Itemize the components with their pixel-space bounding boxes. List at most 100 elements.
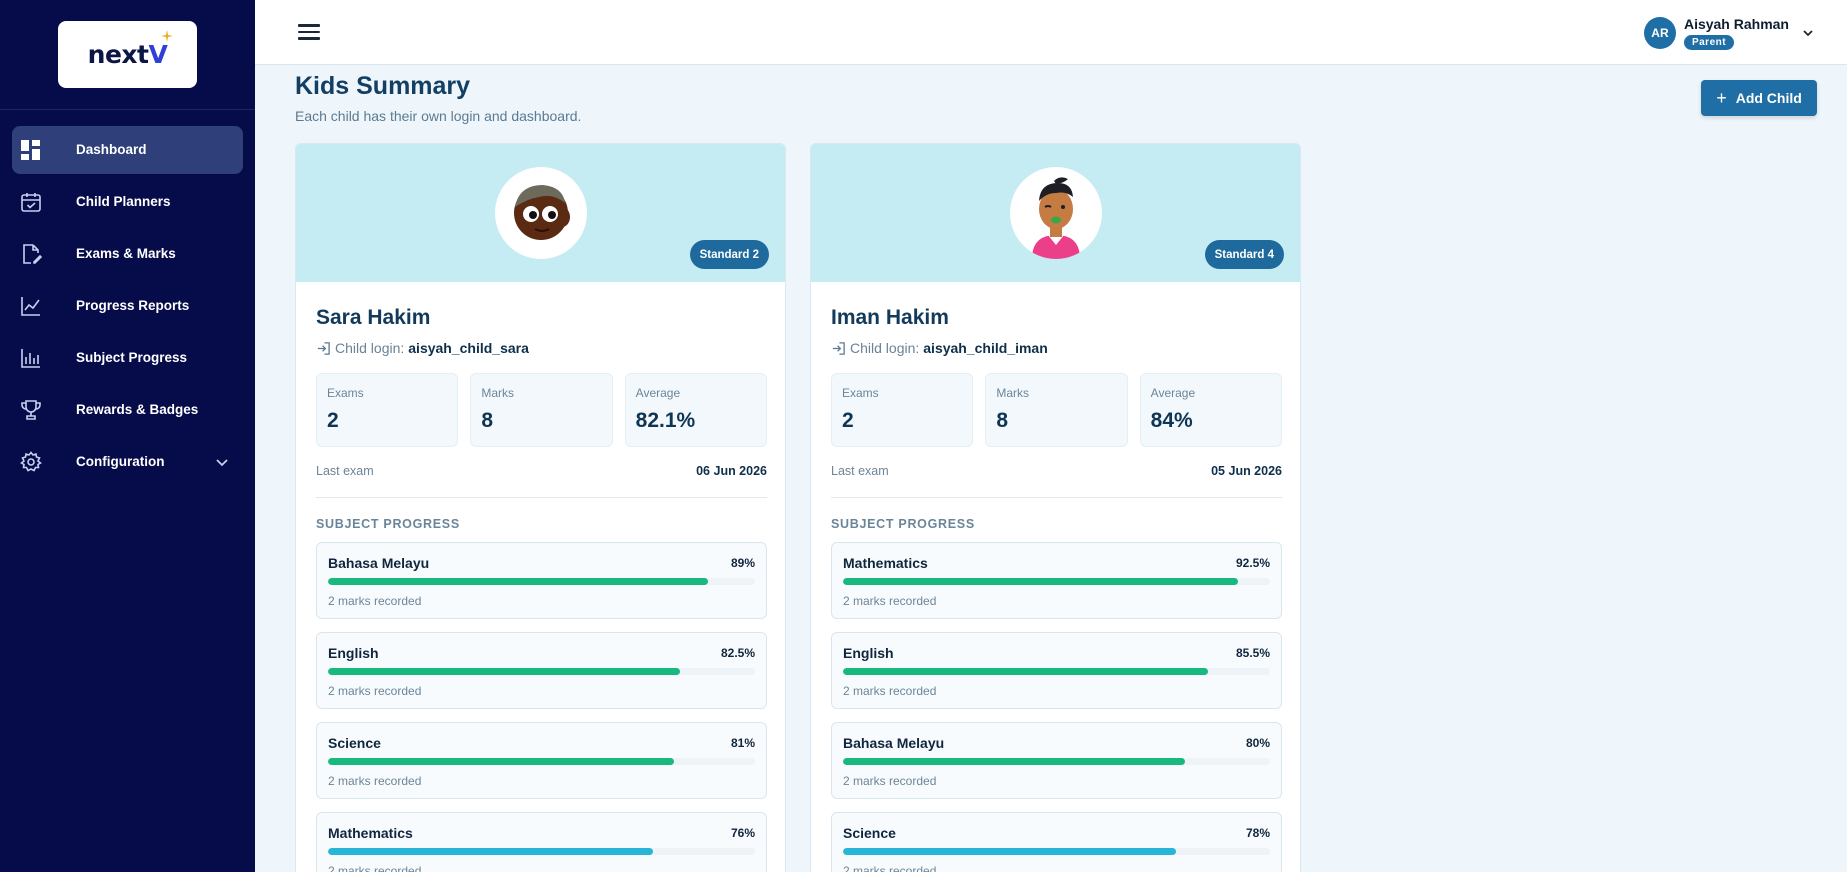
subject-progress-item: Science 78% 2 marks recorded: [831, 812, 1282, 872]
stat-label: Marks: [481, 386, 514, 400]
sidebar-item-label: Progress Reports: [76, 298, 190, 313]
subject-percent: 76%: [730, 826, 755, 840]
sidebar-nav: Dashboard Child Planners Exams & Marks P…: [12, 126, 243, 490]
subject-progress-item: Mathematics 76% 2 marks recorded: [316, 812, 767, 872]
child-stats: Exams 2 Marks 8 Average 82.1%: [316, 373, 767, 447]
chevron-down-icon: [216, 459, 228, 467]
add-child-button[interactable]: + Add Child: [1701, 80, 1817, 116]
sidebar-item-label: Child Planners: [76, 194, 171, 209]
sidebar-item-subject-progress[interactable]: Subject Progress: [12, 334, 243, 382]
page-subtitle: Each child has their own login and dashb…: [295, 108, 582, 124]
subject-progress-heading: SUBJECT PROGRESS: [831, 517, 975, 531]
last-exam-row: Last exam 06 Jun 2026: [316, 464, 767, 478]
subject-marks-count: 2 marks recorded: [328, 774, 422, 788]
dashboard-icon: [21, 140, 40, 160]
subject-name: Bahasa Melayu: [843, 735, 945, 751]
stat-value: 8: [996, 409, 1009, 432]
user-info: Aisyah Rahman Parent: [1683, 16, 1789, 50]
stat-value: 84%: [1150, 409, 1193, 432]
sidebar-item-progress-reports[interactable]: Progress Reports: [12, 282, 243, 330]
stat-exams: Exams 2: [316, 373, 459, 447]
menu-toggle-icon[interactable]: [298, 24, 320, 42]
subject-percent: 82.5%: [720, 646, 755, 660]
last-exam-date: 06 Jun 2026: [696, 464, 767, 478]
divider: [831, 497, 1282, 498]
sidebar-item-label: Rewards & Badges: [76, 402, 199, 417]
subject-marks-count: 2 marks recorded: [843, 684, 937, 698]
progress-track: [843, 668, 1270, 675]
sidebar-item-child-planners[interactable]: Child Planners: [12, 178, 243, 226]
sidebar-item-label: Dashboard: [76, 142, 147, 157]
child-stats: Exams 2 Marks 8 Average 84%: [831, 373, 1282, 447]
progress-track: [328, 668, 755, 675]
subject-name: Science: [328, 735, 381, 751]
child-avatar: [1009, 167, 1102, 259]
page-title: Kids Summary: [295, 72, 471, 100]
stat-average: Average 82.1%: [624, 373, 767, 447]
subject-marks-count: 2 marks recorded: [843, 774, 937, 788]
subject-percent: 81%: [730, 736, 755, 750]
child-login-value: aisyah_child_sara: [408, 340, 529, 356]
role-badge: Parent: [1683, 35, 1735, 50]
subject-marks-count: 2 marks recorded: [328, 864, 422, 872]
sparkle-icon: [161, 30, 174, 42]
sidebar: nextV Dashboard Child Planners Exams & M…: [0, 0, 255, 872]
last-exam-label: Last exam: [831, 464, 889, 478]
topbar: AR Aisyah Rahman Parent: [255, 0, 1847, 65]
calendar-check-icon: [21, 193, 41, 212]
logo-text: next: [87, 40, 149, 69]
user-name: Aisyah Rahman: [1683, 16, 1789, 32]
trophy-icon: [21, 400, 41, 420]
progress-fill: [328, 578, 709, 585]
subject-name: English: [328, 645, 379, 661]
stat-marks: Marks 8: [470, 373, 613, 447]
sidebar-item-rewards-badges[interactable]: Rewards & Badges: [12, 386, 243, 434]
user-menu[interactable]: AR Aisyah Rahman Parent: [1643, 14, 1815, 52]
subject-percent: 92.5%: [1235, 556, 1270, 570]
progress-fill: [328, 758, 674, 765]
child-card: Standard 2 Sara Hakim Child login: aisya…: [295, 143, 786, 872]
subject-name: Mathematics: [328, 825, 413, 841]
standard-badge: Standard 4: [1204, 240, 1284, 269]
file-edit-icon: [23, 244, 42, 264]
sidebar-item-exams-marks[interactable]: Exams & Marks: [12, 230, 243, 278]
child-name: Sara Hakim: [316, 306, 431, 329]
subject-progress-item: Bahasa Melayu 89% 2 marks recorded: [316, 542, 767, 619]
child-card-header: Standard 2: [296, 144, 785, 282]
subject-name: English: [843, 645, 894, 661]
last-exam-row: Last exam 05 Jun 2026: [831, 464, 1282, 478]
stat-label: Exams: [327, 386, 364, 400]
progress-track: [328, 848, 755, 855]
subject-percent: 80%: [1245, 736, 1270, 750]
subject-marks-count: 2 marks recorded: [328, 684, 422, 698]
app-logo[interactable]: nextV: [58, 21, 197, 88]
child-avatar-image: [513, 185, 570, 240]
sidebar-item-label: Configuration: [76, 454, 165, 469]
gear-icon: [20, 451, 42, 472]
logo-wordmark: nextV: [87, 30, 174, 69]
sidebar-item-configuration[interactable]: Configuration: [12, 438, 243, 486]
progress-track: [328, 758, 755, 765]
progress-track: [328, 578, 755, 585]
child-login-label: Child login:: [850, 340, 920, 356]
stat-value: 82.1%: [635, 409, 696, 432]
subject-marks-count: 2 marks recorded: [328, 594, 422, 608]
subject-list: Mathematics 92.5% 2 marks recorded English 8…: [831, 542, 1282, 872]
subject-progress-item: Science 81% 2 marks recorded: [316, 722, 767, 799]
add-child-label: Add Child: [1735, 90, 1802, 106]
standard-badge: Standard 2: [689, 240, 769, 269]
sidebar-item-dashboard[interactable]: Dashboard: [12, 126, 243, 174]
subject-marks-count: 2 marks recorded: [843, 864, 937, 872]
chevron-down-icon: [1803, 30, 1813, 37]
last-exam-date: 05 Jun 2026: [1211, 464, 1282, 478]
subject-name: Mathematics: [843, 555, 928, 571]
progress-fill: [843, 578, 1238, 585]
stat-average: Average 84%: [1139, 373, 1282, 447]
plus-icon: +: [1716, 87, 1727, 108]
subject-progress-item: English 82.5% 2 marks recorded: [316, 632, 767, 709]
stat-label: Exams: [842, 386, 879, 400]
subject-percent: 78%: [1245, 826, 1270, 840]
progress-fill: [328, 848, 653, 855]
stat-exams: Exams 2: [831, 373, 974, 447]
child-card-header: Standard 4: [811, 144, 1300, 282]
